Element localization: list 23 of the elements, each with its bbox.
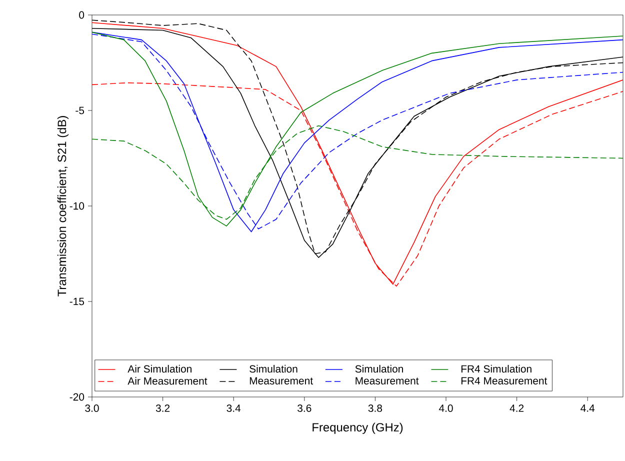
x-tick-label: 3.2 xyxy=(156,404,170,412)
legend-label: Measurement xyxy=(250,377,313,384)
y-tick-label: -10 xyxy=(70,202,84,210)
x-tick-label: 3.4 xyxy=(226,404,241,412)
x-tick-label: 4.2 xyxy=(510,404,524,412)
legend-label: Air Simulation xyxy=(128,364,192,373)
x-axis-title: Frequency (GHz) xyxy=(312,422,403,434)
y-tick-label: -20 xyxy=(70,393,84,401)
x-tick-label: 4.0 xyxy=(438,404,453,412)
x-tick-label: 4.4 xyxy=(580,404,595,412)
legend-label: Simulation xyxy=(250,364,298,373)
y-tick-label: 0 xyxy=(79,11,84,19)
y-axis-title: Transmission coefficient, S21 (dB) xyxy=(57,116,69,296)
x-tick-label: 3.8 xyxy=(368,404,382,412)
x-tick-label: 3.6 xyxy=(298,404,312,412)
legend-label: Simulation xyxy=(355,364,404,373)
legend-label: Air Measurement xyxy=(128,376,208,385)
x-tick-label: 3.0 xyxy=(85,404,99,412)
legend-label: FR4 Measurement xyxy=(461,377,548,384)
y-tick-label: -5 xyxy=(76,106,84,114)
y-tick-label: -15 xyxy=(70,298,84,306)
legend-label: Measurement xyxy=(356,377,419,384)
legend-label: FR4 Simulation xyxy=(461,364,532,373)
